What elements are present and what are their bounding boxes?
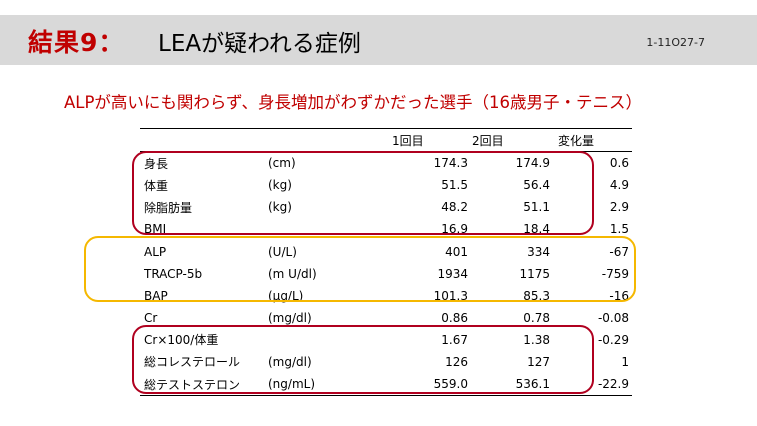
row-value-second: 174.9 [515,156,550,171]
table-row: Cr×100/体重 1.67 1.38 -0.29 [140,329,632,351]
row-value-second: 18.4 [523,222,550,237]
table-row: ALP (U/L) 401 334 -67 [140,240,632,262]
row-name: Cr×100/体重 [144,333,219,348]
table-row: TRACP-5b (m U/dl) 1934 1175 -759 [140,263,632,285]
table-row: Cr (mg/dl) 0.86 0.78 -0.08 [140,307,632,329]
row-unit: (m U/dl) [268,266,317,281]
row-name: TRACP-5b [144,266,203,281]
column-header-first: 1回目 [366,127,468,153]
column-header-name [140,127,268,153]
highlight-group-bone-markers [84,236,636,302]
row-value-change: 2.9 [609,200,629,215]
row-value-change: 1 [621,354,629,369]
row-value-change: -0.29 [597,332,629,347]
row-value-first: 0.86 [441,310,468,325]
row-value-change: -0.08 [597,310,629,325]
row-value-first: 1.67 [441,332,468,347]
row-value-change: -759 [601,266,629,281]
row-value-second: 334 [527,244,550,259]
row-value-second: 56.4 [523,178,550,193]
table-row: 総コレステロール (mg/dl) 126 127 1 [140,351,632,373]
row-unit: (cm) [268,156,296,171]
row-name: Cr [144,310,158,325]
row-unit: (kg) [268,178,292,193]
row-unit: (kg) [268,200,292,215]
row-value-second: 0.78 [523,310,550,325]
table-row: BAP (μg/L) 101.3 85.3 -16 [140,285,632,307]
column-header-change: 変化量 [550,127,632,153]
row-value-first: 559.0 [366,373,468,397]
row-value-first: 1934 [437,266,468,281]
row-value-change: 4.9 [609,178,629,193]
row-value-second: 85.3 [523,288,550,303]
table-row: 除脂肪量 (kg) 48.2 51.1 2.9 [140,196,632,218]
row-unit: (mg/dl) [268,354,312,369]
table-header-row: 1回目 2回目 変化量 [140,127,632,153]
row-name: 総テストステロン [140,373,268,397]
row-value-first: 101.3 [433,288,468,303]
row-name: ALP [144,244,167,259]
case-subtitle: ALPが高いにも関わらず、身長増加がわずかだった選手（16歳男子・テニス） [64,93,642,112]
row-value-first: 174.3 [433,156,468,171]
row-value-first: 16.9 [441,222,468,237]
row-unit: (U/L) [268,244,297,259]
slide-id: 1-11O27-7 [646,36,705,49]
table-row: 体重 (kg) 51.5 56.4 4.9 [140,174,632,196]
row-value-first: 48.2 [441,200,468,215]
table-row: 総テストステロン (ng/mL) 559.0 536.1 -22.9 [140,373,632,397]
row-value-first: 51.5 [441,178,468,193]
row-value-second: 536.1 [468,373,550,397]
row-value-change: 1.5 [609,222,629,237]
row-name: 除脂肪量 [144,200,193,215]
slide-title: LEAが疑われる症例 [158,31,361,57]
row-name: BAP [144,288,168,303]
row-value-second: 127 [527,354,550,369]
row-unit: (μg/L) [268,288,304,303]
highlight-group-body-composition [132,151,594,235]
slide-header-bar: 結果9： LEAが疑われる症例 1-11O27-7 [0,15,757,65]
column-header-unit [268,127,366,153]
row-name: 体重 [144,178,169,193]
row-value-second: 1.38 [523,332,550,347]
row-value-first: 126 [445,354,468,369]
table-row: BMI 16.9 18.4 1.5 [140,218,632,240]
row-name: BMI [144,222,167,237]
highlight-group-creatinine-hormone [132,325,594,394]
row-unit: (mg/dl) [268,310,312,325]
row-name: 身長 [144,156,169,171]
row-unit: (ng/mL) [268,373,366,397]
row-value-second: 51.1 [523,200,550,215]
row-value-first: 401 [445,244,468,259]
table-row: 身長 (cm) 174.3 174.9 0.6 [140,152,632,175]
results-table: 1回目 2回目 変化量 身長 (cm) 174.3 174.9 0.6 体重 (kg) 51.… [140,127,632,397]
row-name: 総コレステロール [144,355,241,370]
column-header-second: 2回目 [468,127,550,153]
row-value-change: 0.6 [609,156,629,171]
row-value-second: 1175 [519,266,550,281]
result-label: 結果9： [28,28,125,57]
